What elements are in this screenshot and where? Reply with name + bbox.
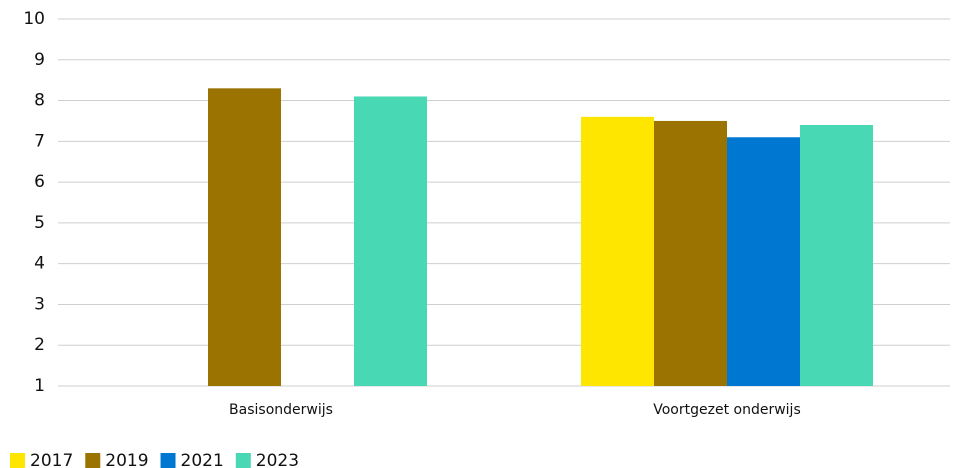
legend-swatch: [85, 453, 101, 468]
y-tick-label: 8: [34, 91, 45, 111]
bar: [354, 96, 427, 386]
x-tick-label: Voortgezet onderwijs: [653, 402, 801, 418]
bar: [581, 116, 654, 386]
y-tick-label: 1: [34, 376, 45, 396]
x-tick-label: Basisonderwijs: [229, 402, 333, 418]
legend-label: 2023: [256, 451, 299, 468]
legend-label: 2017: [30, 451, 73, 468]
legend-swatch: [235, 453, 251, 468]
legend-label: 2019: [105, 451, 148, 468]
bar: [654, 120, 727, 386]
y-tick-label: 7: [34, 131, 45, 151]
legend-swatch: [10, 453, 25, 468]
y-tick-label: 3: [34, 294, 45, 314]
y-tick-label: 4: [34, 254, 45, 274]
y-tick-label: 6: [34, 172, 45, 192]
bar: [727, 137, 800, 386]
legend-swatch: [160, 453, 176, 468]
y-tick-label: 10: [23, 9, 45, 29]
y-tick-label: 9: [34, 50, 45, 70]
y-tick-label: 2: [34, 335, 45, 355]
bar: [800, 125, 873, 387]
y-tick-label: 5: [34, 213, 45, 233]
legend-label: 2021: [181, 451, 224, 468]
bar: [208, 88, 281, 387]
